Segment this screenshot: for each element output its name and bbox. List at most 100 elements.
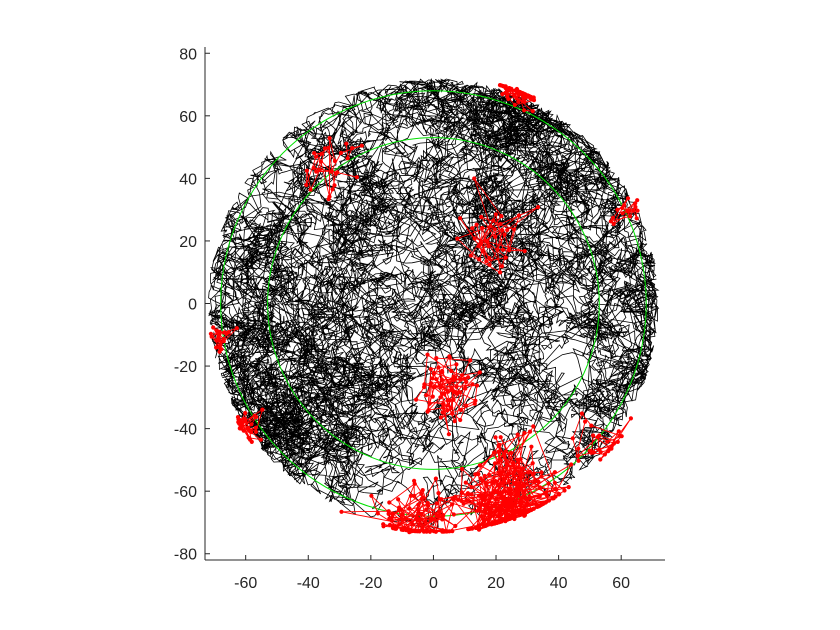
event-marker [458, 417, 463, 423]
event-marker [500, 469, 505, 475]
event-marker [620, 205, 625, 211]
event-marker [436, 365, 441, 370]
event-marker [404, 516, 409, 521]
event-marker [525, 497, 530, 502]
y-tick-label: -80 [174, 547, 197, 564]
event-marker [454, 391, 460, 396]
event-marker [530, 109, 535, 114]
event-marker [440, 370, 445, 375]
event-marker [438, 415, 443, 420]
x-tick-label: 20 [487, 575, 505, 592]
event-marker [253, 429, 258, 434]
event-marker [516, 213, 522, 218]
event-marker [494, 496, 499, 501]
event-marker [543, 500, 549, 505]
event-marker [424, 529, 429, 534]
x-tick-label: -60 [234, 575, 257, 592]
event-marker [492, 450, 497, 455]
event-marker [537, 485, 543, 490]
event-marker [304, 168, 309, 173]
event-marker [440, 405, 445, 410]
event-marker [428, 367, 433, 372]
y-tick-label: -60 [174, 484, 197, 501]
event-marker [459, 466, 465, 471]
event-marker [430, 394, 435, 399]
event-marker [249, 422, 254, 427]
event-marker [446, 432, 451, 437]
event-marker [515, 483, 520, 489]
event-marker [547, 498, 552, 503]
event-marker [493, 234, 498, 239]
event-marker [500, 247, 506, 252]
event-marker [237, 420, 242, 425]
event-marker [445, 408, 450, 413]
event-marker [447, 355, 452, 360]
event-marker [249, 439, 254, 444]
event-marker [427, 401, 432, 406]
event-marker [446, 403, 451, 408]
event-marker [425, 409, 430, 414]
event-marker [493, 503, 498, 508]
event-marker [499, 519, 504, 524]
event-marker [249, 430, 254, 435]
event-marker [483, 481, 489, 486]
event-marker [487, 472, 492, 478]
event-marker [520, 98, 526, 104]
event-marker [258, 437, 263, 442]
event-marker [420, 525, 425, 530]
event-marker [458, 377, 463, 382]
event-marker [552, 480, 558, 485]
event-marker [473, 398, 478, 403]
event-marker [354, 175, 359, 180]
event-marker [488, 224, 493, 229]
event-marker [477, 257, 482, 262]
event-marker [458, 216, 463, 221]
event-marker [472, 176, 477, 181]
event-marker [462, 376, 467, 381]
y-tick-label: 40 [179, 171, 197, 188]
event-marker [245, 425, 250, 430]
event-marker [522, 506, 527, 511]
event-marker [496, 483, 501, 488]
event-marker [502, 84, 508, 89]
event-marker [493, 212, 498, 217]
event-marker [482, 473, 487, 479]
event-marker [503, 509, 508, 514]
event-marker [556, 492, 562, 497]
event-marker [330, 187, 335, 192]
event-marker [209, 334, 214, 339]
event-marker [510, 515, 515, 520]
event-marker [479, 514, 484, 519]
event-marker [512, 481, 517, 486]
event-marker [419, 491, 424, 496]
event-marker [242, 416, 247, 421]
event-marker [458, 407, 464, 413]
event-marker [414, 516, 419, 522]
event-marker [214, 345, 219, 350]
event-marker [575, 453, 580, 459]
event-marker [423, 519, 428, 524]
event-marker [450, 502, 455, 507]
event-marker [216, 334, 221, 340]
event-marker [611, 441, 617, 446]
event-marker [507, 479, 512, 484]
event-marker [496, 506, 501, 512]
event-marker [453, 494, 458, 499]
event-marker [486, 244, 491, 249]
event-marker [501, 489, 506, 494]
event-marker [401, 527, 406, 533]
event-marker [511, 460, 516, 465]
event-marker [515, 465, 521, 470]
event-marker [510, 509, 515, 514]
event-marker [498, 435, 503, 440]
event-marker [390, 514, 395, 520]
event-marker [322, 146, 328, 151]
event-marker [451, 374, 456, 379]
reference-circle-2 [267, 137, 600, 470]
event-marker [239, 424, 244, 429]
event-marker [492, 461, 498, 466]
event-marker [327, 136, 332, 141]
reference-circle-1 [220, 90, 647, 517]
event-marker [505, 94, 510, 99]
